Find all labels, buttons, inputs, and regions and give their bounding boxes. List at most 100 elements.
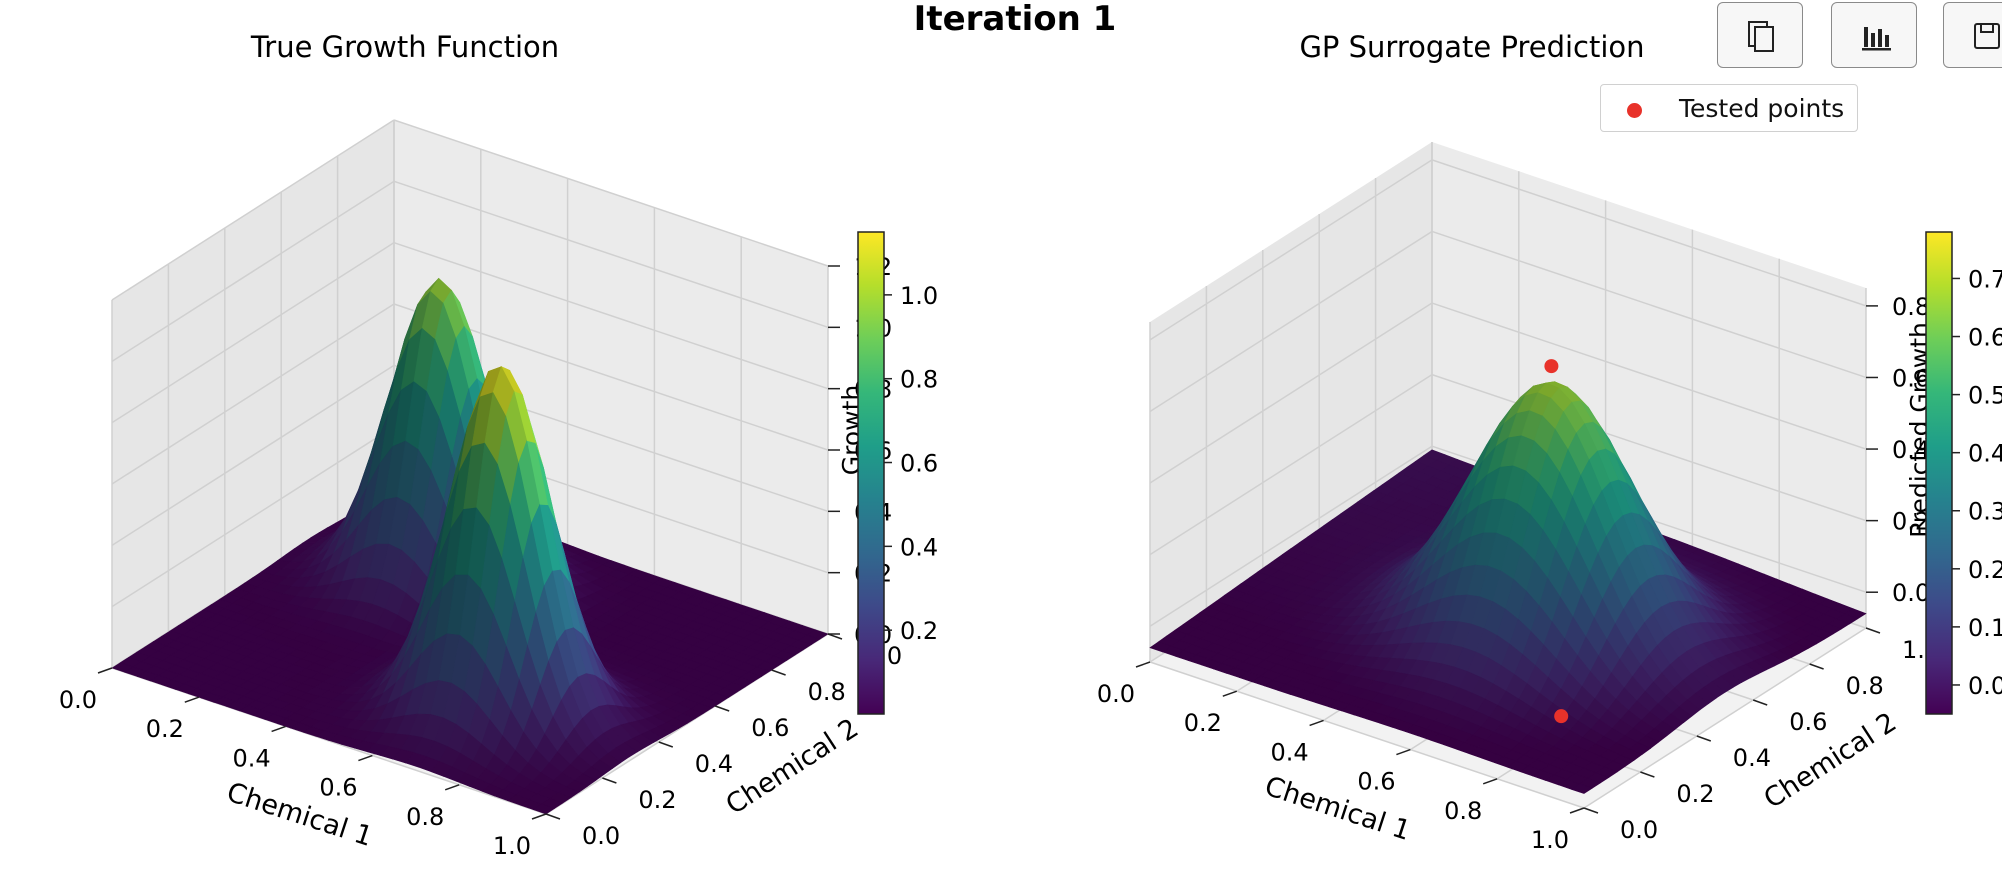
x-tick-label: 0.0 [59,686,97,714]
y-tick-label: 0.8 [1846,672,1884,700]
chart-icon [1862,27,1891,51]
axis-pane [1150,142,1432,662]
colorbar [1925,231,1953,715]
x-tick-mark [184,696,200,703]
x-tick-mark [1569,807,1585,814]
grid-line [1431,159,1867,307]
x-tick-mark [531,813,547,820]
z-tick-label: 0.6 [1892,364,1930,392]
y-tick-mark [602,777,617,784]
y-tick-label: 0.6 [1789,708,1827,736]
surface-patch [532,803,555,815]
grid-line [111,303,395,485]
y-axis-label: Chemical 2 [1759,707,1903,815]
grid-line [1149,661,1585,809]
y-axis-label: Chemical 2 [721,713,865,821]
colorbar-tick-label: 0.0 [1968,672,2002,700]
x-tick-mark [358,754,373,762]
grid-line [1431,230,1867,379]
y-tick-label: 0.4 [695,750,733,778]
y-tick-label: 0.2 [1676,780,1714,808]
x-tick-mark [271,725,286,733]
y-tick-label: 0.6 [751,714,789,742]
save-button[interactable] [1943,2,2002,68]
x-tick-mark [1309,719,1324,727]
copy-icon [1748,21,1774,52]
grid-line [111,364,395,546]
colorbar-tick-label: 0.5 [1968,382,2002,410]
axes-title: True Growth Function [250,30,559,64]
colorbar-tick-label: 0.4 [1968,440,2002,468]
y-tick-mark [827,633,843,640]
grid-line [1583,627,1867,809]
colorbar-tick-label: 0.3 [1968,498,2002,526]
surface [111,277,829,815]
x-tick-label: 0.4 [233,744,271,772]
tested-point [1544,359,1559,374]
colorbar-tick-label: 0.6 [1968,324,2002,352]
x-tick-label: 0.0 [1097,680,1135,708]
y-tick-label: 0.8 [808,678,846,706]
x-tick-label: 0.6 [1357,768,1395,796]
figure-suptitle: Iteration 1 [914,0,1117,39]
y-tick-mark [1809,663,1824,670]
x-tick-mark [444,784,460,791]
grid-line [393,241,829,390]
grid-line [1149,159,1433,341]
colorbar [857,231,885,715]
chart-button[interactable] [1831,2,1917,68]
y-tick-mark [1640,771,1655,778]
y-tick-mark [714,705,730,712]
y-tick-mark [1865,627,1881,634]
save-icon [1974,23,2000,49]
x-tick-label: 1.0 [493,832,531,860]
legend-label-tested-points: Tested points [1679,94,1845,123]
grid-line [1431,302,1867,450]
z-tick-label: 0.4 [1892,436,1930,464]
surface [1149,381,1867,794]
grid-line [1149,373,1433,556]
x-tick-label: 0.6 [319,774,357,802]
surface-patch [1570,783,1593,794]
colorbar-tick-label: 0.1 [1968,614,2002,642]
axes-title: GP Surrogate Prediction [1299,30,1644,64]
grid-line [1149,445,1433,627]
grid-line [393,119,829,267]
x-tick-mark [1482,778,1498,785]
grid-line [111,242,395,424]
colorbar-tick-label: 0.2 [1968,556,2002,584]
y-tick-label: 0.4 [1733,744,1771,772]
y-tick-mark [545,813,561,820]
tested-point [1554,709,1569,724]
y-tick-mark [771,669,786,676]
legend: Tested points [1600,84,1858,132]
colorbar-tick-label: 0.8 [900,366,938,394]
colorbar-tick-label: 0.7 [1968,265,2002,293]
grid-line [393,180,829,329]
grid-line [1431,373,1867,522]
z-tick-label: 0.0 [1892,579,1930,607]
y-tick-mark [1696,735,1712,742]
grid-line [111,180,395,362]
y-tick-label: 0.0 [582,822,620,850]
x-tick-label: 0.4 [1271,738,1309,766]
colorbar-tick-label: 0.4 [900,533,938,561]
copy-button[interactable] [1717,2,1803,68]
colorbar-tick-label: 0.6 [900,450,938,478]
y-tick-mark [658,741,674,748]
colorbar-tick-label: 1.0 [900,282,938,310]
x-tick-label: 1.0 [1531,826,1569,854]
grid-line [1149,230,1433,413]
x-tick-mark [1222,690,1238,697]
y-tick-mark [1752,699,1768,706]
grid-line [111,426,395,608]
x-tick-label: 0.2 [1184,709,1222,737]
legend-marker-tested-points [1627,103,1642,118]
x-tick-mark [1135,661,1151,668]
z-tick-label: 0.8 [1892,293,1930,321]
x-tick-label: 0.8 [406,803,444,831]
y-tick-label: 0.2 [638,786,676,814]
